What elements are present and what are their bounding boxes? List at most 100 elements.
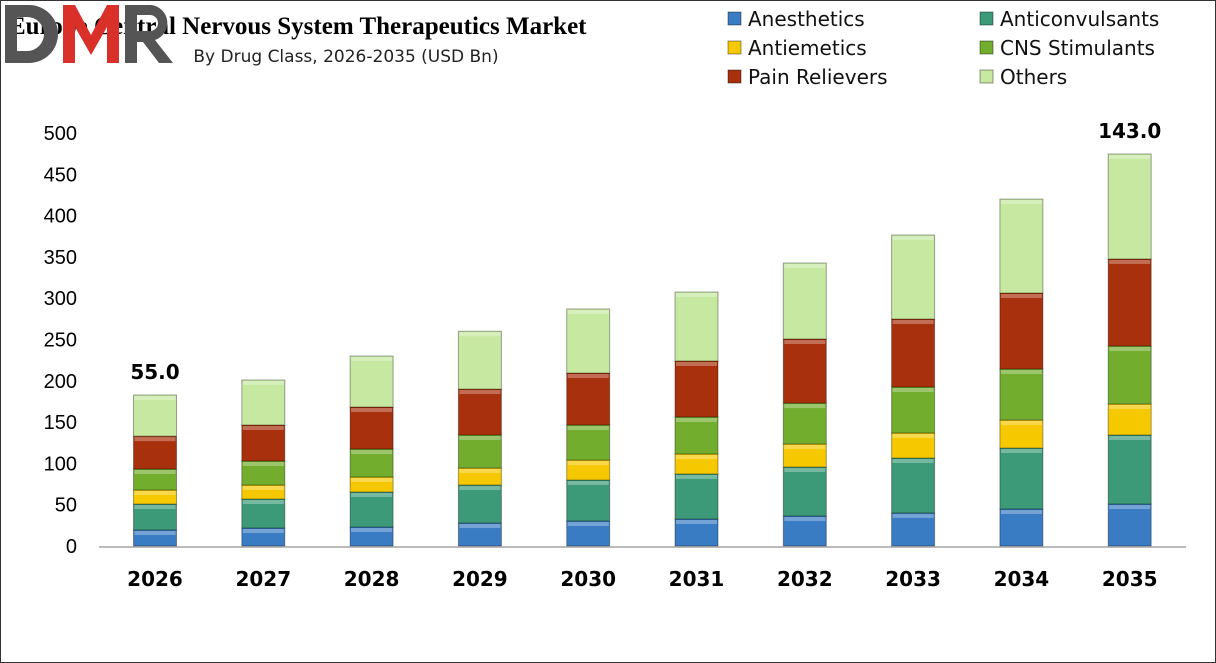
bar-segment-highlight: [459, 469, 501, 474]
bar-segment-highlight: [784, 468, 826, 473]
bar-segment-highlight: [567, 461, 609, 466]
y-tick-label: 450: [44, 164, 77, 186]
bar-segment-pain-relievers: [349, 406, 394, 450]
bar-segment-anesthetics: [782, 515, 827, 547]
bar-segment-highlight: [676, 454, 717, 459]
y-tick-label: 200: [44, 371, 77, 393]
bar-segment-highlight: [134, 530, 176, 535]
bar-segment-others: [782, 262, 827, 340]
bar-segment-highlight: [676, 293, 717, 298]
bar-segment-anticonvulsants: [891, 457, 936, 514]
bar-segment-highlight: [351, 478, 393, 483]
legend-swatch: [727, 40, 742, 55]
bar-segment-highlight: [892, 459, 934, 464]
bar-segment-cns-stimulants: [674, 416, 719, 455]
legend-swatch: [727, 11, 742, 26]
bar-segment-highlight: [676, 474, 717, 479]
bar-segment-highlight: [242, 425, 284, 430]
bar-segment-cns-stimulants: [891, 386, 936, 434]
chart-subtitle: By Drug Class, 2026-2035 (USD Bn): [193, 47, 499, 67]
bar-segment-antiemetics: [999, 419, 1044, 449]
bar-segment-pain-relievers: [457, 388, 502, 436]
bar-segment-others: [457, 330, 502, 390]
bar-segment-cns-stimulants: [782, 402, 827, 445]
bar-segment-others: [674, 291, 719, 362]
bar-segment-anesthetics: [999, 508, 1044, 547]
bar-segment-highlight: [567, 425, 609, 430]
y-tick-label: 400: [44, 206, 77, 228]
x-tick-label: 2032: [777, 567, 833, 591]
bar-segment-highlight: [351, 450, 393, 455]
y-tick-label: 50: [55, 495, 77, 517]
x-tick-label: 2030: [560, 567, 616, 591]
x-tick-label: 2029: [452, 567, 508, 591]
bar-segment-highlight: [459, 332, 501, 337]
bar-segment-pain-relievers: [1107, 258, 1152, 347]
bar-segment-highlight: [1000, 449, 1042, 454]
y-tick-label: 500: [44, 123, 77, 145]
bar-segment-highlight: [676, 361, 717, 366]
bar-segment-antiemetics: [674, 453, 719, 475]
bar-segment-cns-stimulants: [999, 368, 1044, 421]
dmr-logo: [5, 5, 173, 63]
bar-segment-highlight: [1109, 347, 1151, 352]
bar-segment-highlight: [459, 435, 501, 440]
bar-segment-others: [566, 308, 611, 374]
x-tick-label: 2031: [669, 567, 725, 591]
bar-segment-pain-relievers: [891, 318, 936, 388]
bar-segment-others: [891, 234, 936, 320]
legend-label: Anticonvulsants: [1000, 7, 1159, 31]
y-tick-label: 350: [44, 247, 77, 269]
data-label: 55.0: [130, 360, 179, 384]
bar-segment-highlight: [1109, 435, 1151, 440]
bar-segment-anticonvulsants: [1107, 434, 1152, 505]
bar-segment-antiemetics: [1107, 403, 1152, 436]
bar-segment-others: [1107, 153, 1152, 260]
bar-segment-pain-relievers: [782, 338, 827, 404]
bar-segment-anticonvulsants: [566, 479, 611, 522]
bar-segment-others: [349, 355, 394, 408]
legend-swatch: [727, 69, 742, 84]
bar-segment-anesthetics: [1107, 503, 1152, 547]
bar-segment-anticonvulsants: [999, 447, 1044, 510]
bar-segment-highlight: [784, 444, 826, 449]
bar-segment-highlight: [351, 407, 393, 412]
legend-swatch: [979, 11, 994, 26]
bar-segment-highlight: [134, 470, 176, 475]
bar-segment-highlight: [351, 528, 393, 533]
bar-segment-highlight: [567, 374, 609, 379]
bar-segment-highlight: [784, 404, 826, 409]
bar-segment-anticonvulsants: [674, 473, 719, 520]
bar-segment-anesthetics: [566, 520, 611, 547]
bar-segment-highlight: [784, 340, 826, 345]
bar-segment-others: [133, 394, 177, 437]
x-tick-label: 2027: [235, 567, 291, 591]
legend-label: Antiemetics: [748, 36, 867, 60]
bar-segment-highlight: [1000, 369, 1042, 374]
bar-segment-highlight: [134, 505, 176, 510]
bar-segment-highlight: [892, 434, 934, 439]
bar-segment-cns-stimulants: [566, 424, 611, 461]
bar-segment-highlight: [459, 390, 501, 395]
bar-segment-highlight: [892, 387, 934, 392]
bar-segment-anesthetics: [891, 512, 936, 547]
legend-label: CNS Stimulants: [1000, 36, 1155, 60]
bar-segment-highlight: [351, 357, 393, 362]
legend-label: Pain Relievers: [748, 65, 888, 89]
bar-segment-anesthetics: [674, 518, 719, 547]
bar-segment-anticonvulsants: [457, 484, 502, 524]
data-label: 143.0: [1098, 119, 1161, 143]
bar-segment-anticonvulsants: [782, 466, 827, 517]
bar-segment-cns-stimulants: [133, 468, 177, 491]
bar-segment-highlight: [892, 236, 934, 241]
bar-segment-others: [999, 198, 1044, 294]
bar-segment-highlight: [351, 492, 393, 497]
bar-segment-highlight: [784, 517, 826, 522]
y-tick-label: 300: [44, 288, 77, 310]
bar-segment-highlight: [567, 309, 609, 314]
bar-segment-highlight: [1000, 293, 1042, 298]
bar-segment-pain-relievers: [241, 424, 286, 462]
bar-segment-highlight: [892, 513, 934, 518]
